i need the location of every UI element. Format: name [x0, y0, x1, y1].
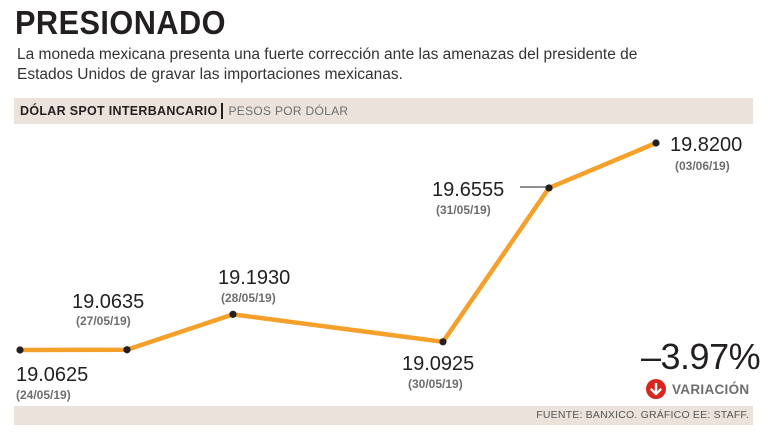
unit-label: PESOS POR DÓLAR — [228, 104, 349, 118]
x-tick-label: (28/05/19) — [221, 291, 276, 305]
data-point — [16, 346, 24, 354]
chart-header-bar: DÓLAR SPOT INTERBANCARIO PESOS POR DÓLAR — [14, 98, 753, 124]
x-tick-label: (03/06/19) — [675, 159, 730, 173]
header-divider — [221, 103, 224, 119]
footer-bar: FUENTE: BANXICO. GRÁFICO EE: STAFF. — [14, 406, 753, 425]
data-label: 19.8200 — [670, 134, 742, 156]
x-tick-label: (24/05/19) — [16, 388, 71, 402]
series-title: DÓLAR SPOT INTERBANCARIO — [20, 104, 218, 118]
data-label: 19.0925 — [402, 353, 474, 375]
data-label: 19.0635 — [72, 291, 144, 313]
variation-label: VARIACIÓN — [672, 381, 750, 397]
data-point — [123, 346, 131, 354]
down-arrow-icon — [646, 379, 666, 399]
chart-subtitle: La moneda mexicana presenta una fuerte c… — [17, 46, 638, 83]
data-point — [439, 338, 447, 346]
data-label: 19.6555 — [432, 179, 504, 201]
data-point — [652, 139, 660, 147]
x-tick-label: (27/05/19) — [76, 314, 131, 328]
data-point — [545, 184, 553, 192]
data-label: 19.1930 — [218, 267, 290, 289]
data-label: 19.0625 — [16, 364, 88, 386]
data-point — [229, 310, 237, 318]
variation-badge: VARIACIÓN — [646, 379, 749, 399]
source-note: FUENTE: BANXICO. GRÁFICO EE: STAFF. — [536, 409, 749, 421]
variation-value: –3.97% — [641, 336, 761, 377]
series-line — [17, 140, 659, 353]
x-tick-label: (30/05/19) — [408, 377, 463, 391]
chart-title: PRESIONADO — [15, 4, 226, 41]
x-tick-label: (31/05/19) — [436, 203, 491, 217]
